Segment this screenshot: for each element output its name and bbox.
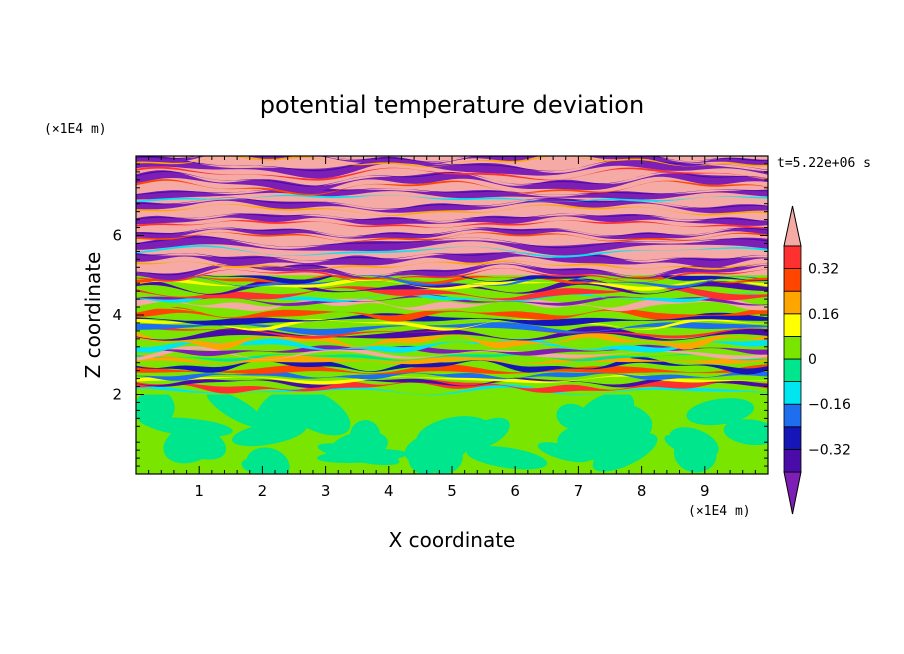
lower-layer-blob (592, 433, 658, 472)
colorbar-extend-high (783, 205, 802, 247)
lower-layer-blob (163, 423, 220, 464)
colorbar-tick-label: −0.32 (808, 442, 851, 458)
lower-layer-blob (404, 434, 452, 465)
x-tick-label: 1 (194, 482, 204, 500)
upper-purple-band (136, 252, 768, 268)
colorbar-segment (783, 313, 802, 337)
lower-layer-blob (466, 446, 548, 470)
y-tick-label: 4 (112, 306, 122, 324)
colorbar-tick-label: 0.16 (808, 307, 839, 323)
upper-blue-band (136, 252, 768, 261)
mixing-band (136, 312, 768, 327)
upper-edge-band (136, 245, 768, 258)
lower-layer-blob (241, 458, 266, 474)
lower-layer-blob (231, 421, 307, 447)
colorbar-tick-label: 0.32 (808, 262, 839, 278)
upper-edge-band (136, 220, 768, 229)
y-tick-label: 6 (112, 227, 122, 245)
upper-purple-band (136, 170, 768, 193)
x-tick-label: 8 (637, 482, 647, 500)
lower-layer-blob (537, 442, 591, 463)
colorbar-tick-label: 0 (808, 352, 817, 368)
mixing-band (136, 324, 768, 339)
upper-blue-band (136, 261, 768, 277)
x-tick-label: 4 (384, 482, 394, 500)
lower-layer-blob (462, 417, 510, 450)
y-axis-label: Z coordinate (81, 252, 105, 379)
x-tick-label: 6 (510, 482, 520, 500)
lower-layer-blob (723, 419, 768, 446)
mixing-band (136, 384, 768, 396)
mixing-band (136, 286, 768, 301)
x-axis-label: X coordinate (389, 528, 516, 552)
upper-blue-band (136, 158, 768, 172)
mixing-band (136, 277, 768, 291)
colorbar-segment (783, 290, 802, 315)
upper-purple-band (136, 263, 768, 281)
upper-edge-band (136, 267, 768, 283)
colorbar-segment (783, 426, 802, 450)
colorbar: −0.32 −0.16 0 0.16 0.32 (783, 205, 851, 515)
mixing-band (136, 291, 768, 303)
colorbar-segment (783, 268, 802, 292)
upper-purple-band (136, 227, 768, 240)
colorbar-segment (783, 403, 802, 428)
x-tick-label: 3 (321, 482, 331, 500)
mixing-band (136, 306, 768, 322)
mixing-band (136, 377, 768, 388)
upper-blue-band (136, 227, 768, 237)
mixing-band (136, 322, 768, 336)
colorbar-segment (783, 335, 802, 360)
colorbar-segment (783, 381, 802, 405)
lower-layer-blob (317, 443, 400, 466)
lower-layer-blob (206, 390, 266, 428)
upper-blue-band (136, 197, 768, 210)
mixing-band (136, 346, 768, 361)
x-axis-unit: (×1E4 m) (688, 504, 751, 519)
time-label: t=5.22e+06 s (777, 156, 871, 171)
upper-edge-band (136, 232, 768, 242)
x-tick-label: 7 (574, 482, 584, 500)
x-axis-ticks: 1 2 3 4 5 6 7 8 9 (148, 156, 756, 500)
upper-purple-band (136, 156, 768, 165)
lower-layer-blob (136, 389, 175, 428)
colorbar-segment (783, 448, 802, 473)
contour-field (136, 156, 768, 474)
upper-edge-band (136, 204, 768, 216)
lower-layer-blob (673, 435, 717, 473)
x-tick-label: 9 (700, 482, 710, 500)
upper-blue-band (136, 213, 768, 222)
field-layers (136, 156, 768, 474)
mixing-band (136, 296, 768, 312)
upper-purple-band (136, 156, 768, 179)
colorbar-tick-label: −0.16 (808, 397, 851, 413)
upper-purple-band (136, 235, 768, 256)
y-axis-ticks: 2 4 6 (112, 163, 768, 467)
lower-layer-blob (592, 421, 626, 457)
x-tick-label: 2 (258, 482, 268, 500)
upper-edge-band (136, 166, 768, 181)
mixing-band (136, 331, 768, 350)
x-tick-label: 5 (447, 482, 457, 500)
lower-layer-blob (686, 398, 754, 426)
upper-purple-band (136, 198, 768, 214)
mixing-band (136, 379, 768, 394)
colorbar-segment (783, 358, 802, 383)
colorbar-segment (783, 245, 802, 270)
upper-edge-band (136, 179, 768, 196)
y-tick-label: 2 (112, 386, 122, 404)
colorbar-extend-low (783, 471, 802, 515)
upper-edge-band (136, 260, 768, 270)
mixing-band (136, 374, 768, 385)
mixing-band (136, 344, 768, 357)
upper-edge-band (136, 194, 768, 203)
y-axis-unit: (×1E4 m) (44, 122, 107, 137)
mixing-band (136, 338, 768, 353)
chart-title: potential temperature deviation (260, 91, 644, 119)
lower-layer-blob (277, 386, 351, 436)
